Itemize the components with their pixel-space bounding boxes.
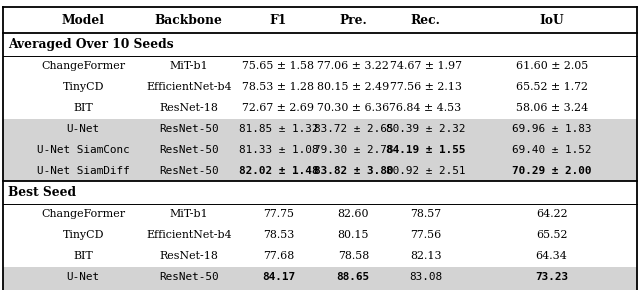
Text: 80.15: 80.15 [337,230,369,240]
Text: 78.53: 78.53 [262,230,294,240]
Text: 61.60 ± 2.05: 61.60 ± 2.05 [516,61,588,71]
Text: TinyCD: TinyCD [63,230,104,240]
Text: ResNet-50: ResNet-50 [159,166,219,176]
Text: EfficientNet-b4: EfficientNet-b4 [146,230,232,240]
Text: 72.67 ± 2.69: 72.67 ± 2.69 [243,103,314,113]
Text: 80.15 ± 2.49: 80.15 ± 2.49 [317,82,389,92]
Bar [3,139,637,160]
Text: 79.30 ± 2.78: 79.30 ± 2.78 [314,145,393,155]
Bar [3,160,637,181]
Text: ChangeFormer: ChangeFormer [41,61,125,71]
Bar [3,267,637,287]
Text: 65.52: 65.52 [536,230,568,240]
Text: U-Net SiamDiff: U-Net SiamDiff [37,166,129,176]
Text: ResNet-50: ResNet-50 [159,124,219,134]
Text: EfficientNet-b4: EfficientNet-b4 [146,82,232,92]
Bar [3,225,637,246]
Text: 78.53 ± 1.28: 78.53 ± 1.28 [243,82,314,92]
Text: 84.19 ± 1.55: 84.19 ± 1.55 [386,145,465,155]
Bar [3,246,637,267]
Bar [3,204,637,225]
Text: F1: F1 [270,14,287,27]
Text: 70.30 ± 6.36: 70.30 ± 6.36 [317,103,389,113]
Text: Model: Model [61,14,105,27]
Text: Averaged Over 10 Seeds: Averaged Over 10 Seeds [8,38,174,51]
Bar [3,33,637,56]
Text: U-Net SiamConc: U-Net SiamConc [37,145,129,155]
Text: ResNet-18: ResNet-18 [159,251,218,261]
Text: 78.57: 78.57 [410,209,441,219]
Text: 81.33 ± 1.08: 81.33 ± 1.08 [239,145,318,155]
Text: ResNet-50: ResNet-50 [159,145,219,155]
Text: 77.06 ± 3.22: 77.06 ± 3.22 [317,61,389,71]
Text: ChangeFormer: ChangeFormer [41,209,125,219]
Text: 77.56: 77.56 [410,230,441,240]
Text: Rec.: Rec. [411,14,440,27]
Text: 78.58: 78.58 [338,251,369,261]
Text: 69.40 ± 1.52: 69.40 ± 1.52 [512,145,591,155]
Bar [3,77,637,98]
Text: 81.85 ± 1.32: 81.85 ± 1.32 [239,124,318,134]
Text: 58.06 ± 3.24: 58.06 ± 3.24 [516,103,588,113]
Text: 82.60: 82.60 [337,209,369,219]
Text: 83.72 ± 2.65: 83.72 ± 2.65 [314,124,393,134]
Text: MiT-b1: MiT-b1 [170,61,208,71]
Text: 80.39 ± 2.32: 80.39 ± 2.32 [386,124,465,134]
Text: Backbone: Backbone [155,14,223,27]
Text: 69.96 ± 1.83: 69.96 ± 1.83 [512,124,591,134]
Text: 77.68: 77.68 [263,251,294,261]
Bar [3,119,637,139]
Text: 64.22: 64.22 [536,209,568,219]
Text: 73.23: 73.23 [535,272,568,282]
Text: ResNet-50: ResNet-50 [159,272,219,282]
Bar [3,287,637,290]
Text: ResNet-18: ResNet-18 [159,103,218,113]
Text: BIT: BIT [74,103,93,113]
Bar [3,7,637,33]
Text: 82.13: 82.13 [410,251,442,261]
Text: 83.08: 83.08 [409,272,442,282]
Text: U-Net: U-Net [67,272,100,282]
Text: Pre.: Pre. [339,14,367,27]
Bar [3,181,637,204]
Text: TinyCD: TinyCD [63,82,104,92]
Text: Best Seed: Best Seed [8,186,76,199]
Text: U-Net: U-Net [67,124,100,134]
Text: 76.84 ± 4.53: 76.84 ± 4.53 [390,103,461,113]
Bar [3,98,637,119]
Text: 88.65: 88.65 [337,272,370,282]
Text: MiT-b1: MiT-b1 [170,209,208,219]
Text: IoU: IoU [540,14,564,27]
Text: 77.56 ± 2.13: 77.56 ± 2.13 [390,82,461,92]
Text: 65.52 ± 1.72: 65.52 ± 1.72 [516,82,588,92]
Text: 74.67 ± 1.97: 74.67 ± 1.97 [390,61,461,71]
Text: 75.65 ± 1.58: 75.65 ± 1.58 [243,61,314,71]
Text: 80.92 ± 2.51: 80.92 ± 2.51 [386,166,465,176]
Text: 84.17: 84.17 [262,272,295,282]
Text: 82.02 ± 1.48: 82.02 ± 1.48 [239,166,318,176]
Text: 70.29 ± 2.00: 70.29 ± 2.00 [512,166,591,176]
Text: 83.82 ± 3.80: 83.82 ± 3.80 [314,166,393,176]
Text: 64.34: 64.34 [536,251,568,261]
Text: 77.75: 77.75 [263,209,294,219]
Text: BIT: BIT [74,251,93,261]
Bar [3,56,637,77]
